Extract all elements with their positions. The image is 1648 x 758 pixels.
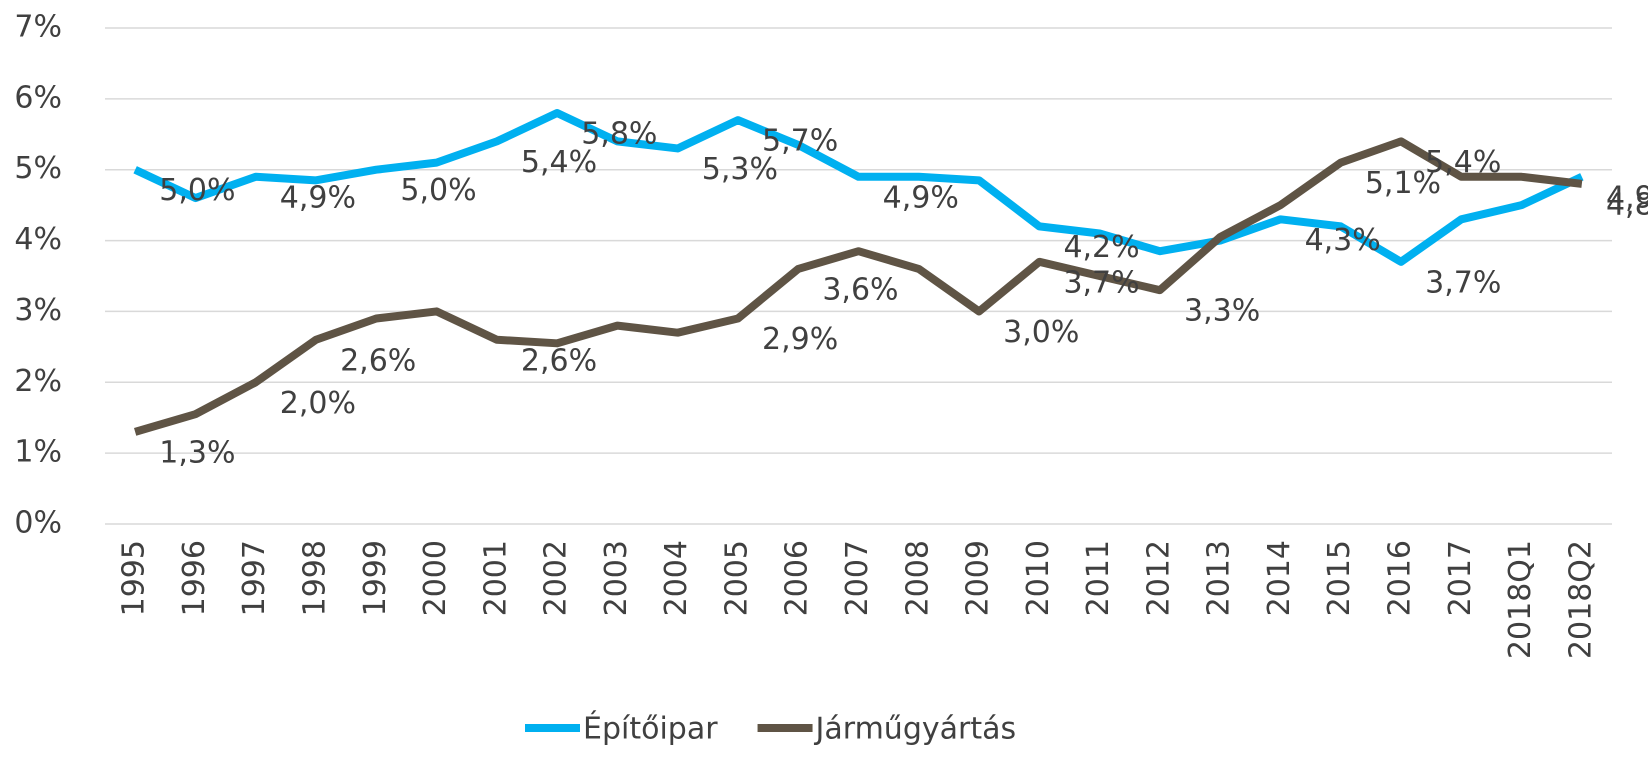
x-tick-label: 2005 <box>719 540 754 616</box>
x-tick-label: 2010 <box>1021 540 1056 616</box>
x-tick-label: 1999 <box>358 540 393 616</box>
data-label: 2,6% <box>340 343 416 378</box>
data-label: 5,0% <box>400 173 476 208</box>
data-label: 2,6% <box>521 343 597 378</box>
data-label: 5,4% <box>1425 145 1501 180</box>
data-label: 2,9% <box>762 322 838 357</box>
data-label: 5,4% <box>521 145 597 180</box>
x-tick-label: 2017 <box>1443 540 1478 616</box>
x-tick-label: 2018Q1 <box>1503 540 1538 659</box>
data-label: 5,1% <box>1365 166 1441 201</box>
x-tick-label: 2011 <box>1081 540 1116 616</box>
y-tick-label: 0% <box>14 506 62 541</box>
x-tick-label: 2007 <box>840 540 875 616</box>
x-tick-label: 2013 <box>1202 540 1237 616</box>
x-tick-label: 2018Q2 <box>1563 540 1598 659</box>
x-tick-label: 1996 <box>177 540 212 616</box>
x-tick-label: 1995 <box>117 540 152 616</box>
x-tick-label: 2009 <box>961 540 996 616</box>
data-label: 5,8% <box>581 117 657 152</box>
series-line <box>134 137 1583 436</box>
data-label: 3,3% <box>1184 294 1260 329</box>
y-tick-label: 5% <box>14 151 62 186</box>
y-tick-label: 4% <box>14 222 62 257</box>
data-label: 4,9% <box>883 180 959 215</box>
x-tick-label: 2004 <box>659 540 694 616</box>
data-label: 3,0% <box>1003 315 1079 350</box>
data-label: 2,0% <box>280 386 356 421</box>
data-label: 5,3% <box>702 152 778 187</box>
data-label: 4,8% <box>1606 187 1648 222</box>
legend-label: Építőipar <box>583 711 718 747</box>
x-tick-label: 2015 <box>1322 540 1357 616</box>
x-tick-label: 2002 <box>539 540 574 616</box>
y-tick-label: 6% <box>14 80 62 115</box>
x-tick-label: 2006 <box>780 540 815 616</box>
y-tick-label: 3% <box>14 293 62 328</box>
x-tick-label: 1998 <box>297 540 332 616</box>
x-tick-label: 2012 <box>1141 540 1176 616</box>
y-tick-label: 1% <box>14 435 62 470</box>
series-line <box>133 109 1584 266</box>
legend: Építőipar Járműgyártás <box>525 711 1016 747</box>
data-label: 3,6% <box>822 272 898 307</box>
data-label: 5,0% <box>159 173 235 208</box>
data-label: 4,9% <box>280 180 356 215</box>
x-tick-label: 2001 <box>478 540 513 616</box>
data-label: 4,3% <box>1305 223 1381 258</box>
y-tick-label: 7% <box>14 10 62 45</box>
data-label: 3,7% <box>1063 265 1139 300</box>
y-tick-label: 2% <box>14 364 62 399</box>
x-tick-label: 2014 <box>1262 540 1297 616</box>
data-label: 4,9% <box>1606 180 1648 215</box>
x-tick-label: 2008 <box>900 540 935 616</box>
data-label: 5,7% <box>762 124 838 159</box>
x-tick-label: 2003 <box>599 540 634 616</box>
data-label: 1,3% <box>159 435 235 470</box>
data-label: 3,7% <box>1425 265 1501 300</box>
x-tick-label: 2000 <box>418 540 453 616</box>
legend-label: Járműgyártás <box>814 712 1017 747</box>
data-label: 4,2% <box>1063 230 1139 265</box>
x-tick-label: 1997 <box>237 540 272 616</box>
x-tick-label: 2016 <box>1383 540 1418 616</box>
